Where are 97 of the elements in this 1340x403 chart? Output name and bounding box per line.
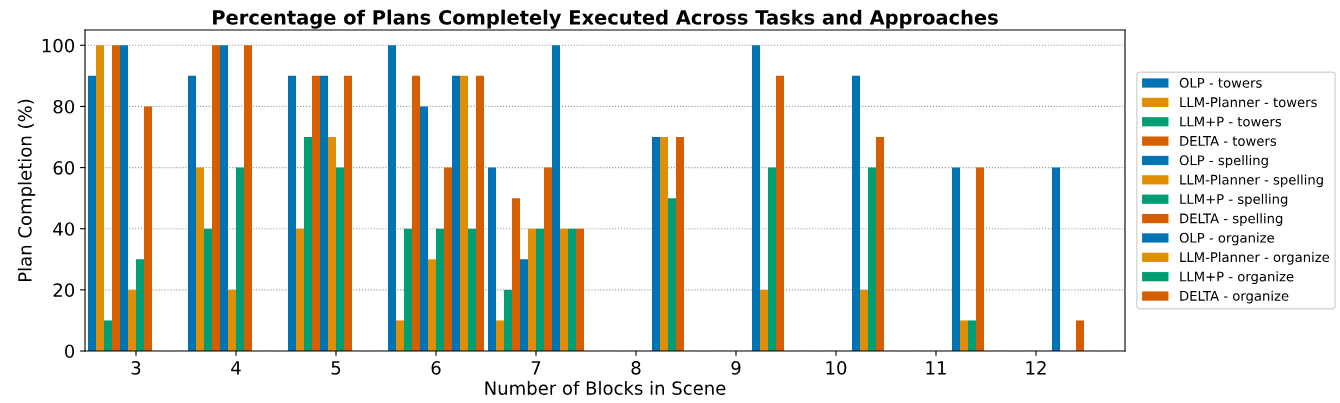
bar	[204, 228, 212, 351]
bar	[504, 289, 512, 351]
legend-label: LLM+P - spelling	[1180, 193, 1288, 207]
x-tick-label: 9	[731, 361, 741, 375]
bar	[960, 320, 968, 351]
x-tick-label: 8	[631, 361, 641, 375]
legend-label: LLM+P - organize	[1180, 271, 1294, 285]
bar	[428, 259, 436, 351]
bar	[496, 320, 504, 351]
bar	[452, 75, 460, 351]
x-tick-label: 7	[531, 361, 541, 375]
bar	[404, 228, 412, 351]
bar	[112, 45, 120, 351]
bar	[244, 45, 252, 351]
bar	[196, 167, 204, 351]
bar	[488, 167, 496, 351]
bar	[312, 75, 320, 351]
x-tick-label: 3	[131, 361, 141, 375]
bar	[88, 75, 96, 351]
bar	[520, 259, 528, 351]
bar	[444, 167, 452, 351]
y-tick-label: 0	[64, 344, 75, 359]
bar	[476, 75, 484, 351]
x-tick-label: 12	[1026, 361, 1046, 375]
legend-label: LLM+P - towers	[1180, 116, 1282, 127]
bar	[396, 320, 404, 351]
x-tick-label: 5	[331, 361, 341, 375]
bar	[296, 228, 304, 351]
bar	[144, 106, 152, 351]
chart-title: Percentage of Plans Completely Executed Across Tasks and Approaches	[213, 9, 998, 29]
bar	[120, 45, 128, 351]
y-tick-label: 60	[53, 161, 75, 175]
legend-label: OLP - towers	[1179, 77, 1262, 88]
bar	[96, 45, 104, 351]
bar	[328, 137, 336, 351]
bar	[212, 45, 220, 351]
bar	[868, 167, 876, 351]
bar	[536, 228, 544, 351]
bar	[304, 137, 312, 351]
bar	[412, 75, 420, 351]
bar	[436, 228, 444, 351]
bar	[668, 198, 676, 351]
bar	[136, 259, 144, 351]
bar	[468, 228, 476, 351]
legend-label: OLP - organize	[1179, 232, 1274, 246]
bar	[512, 198, 520, 351]
bar	[560, 228, 568, 351]
bar	[776, 75, 784, 351]
bar	[236, 167, 244, 351]
legend-label: OLP - spelling	[1179, 155, 1268, 168]
legend-label: LLM-Planner - spelling	[1180, 174, 1323, 188]
legend-label: LLM-Planner - organize	[1180, 251, 1330, 265]
bar	[552, 45, 560, 351]
bar	[104, 320, 112, 351]
y-tick-label: 100	[42, 38, 75, 53]
bar	[568, 228, 576, 351]
bar	[188, 75, 196, 351]
bar	[544, 167, 552, 351]
bar	[968, 320, 976, 351]
x-tick-label: 4	[231, 361, 241, 375]
bar	[288, 75, 296, 351]
x-tick-label: 11	[926, 361, 946, 375]
bar	[576, 228, 584, 351]
x-tick-label: 6	[431, 361, 441, 375]
bar	[976, 167, 984, 351]
bar	[528, 228, 536, 351]
y-tick-label: 40	[53, 222, 75, 236]
bar	[760, 289, 768, 351]
bar	[336, 167, 344, 351]
bar	[768, 167, 776, 351]
legend-label: DELTA - organize	[1180, 290, 1289, 304]
bar	[1052, 167, 1060, 351]
y-tick-label: 80	[53, 99, 75, 114]
x-axis-title: Number of Blocks in Scene	[485, 380, 726, 395]
bar	[652, 137, 660, 351]
bar	[388, 45, 396, 351]
bar	[228, 289, 236, 351]
bar	[344, 75, 352, 351]
legend-label: DELTA - towers	[1180, 136, 1277, 146]
bar	[660, 137, 668, 351]
y-axis-title: Plan Completion (%)	[17, 99, 36, 281]
legend-label: DELTA - spelling	[1180, 213, 1283, 226]
bar	[860, 289, 868, 351]
y-tick-label: 20	[53, 283, 75, 297]
bar	[852, 75, 860, 351]
bar	[952, 167, 960, 351]
bar	[752, 45, 760, 351]
bar	[460, 75, 468, 351]
bar	[320, 75, 328, 351]
bar	[420, 106, 428, 351]
bar	[128, 289, 136, 351]
x-tick-label: 10	[826, 361, 847, 375]
bar	[220, 45, 228, 351]
bar	[876, 137, 884, 351]
bar	[676, 137, 684, 351]
legend-label: LLM-Planner - towers	[1180, 96, 1317, 108]
bar	[1076, 320, 1084, 351]
